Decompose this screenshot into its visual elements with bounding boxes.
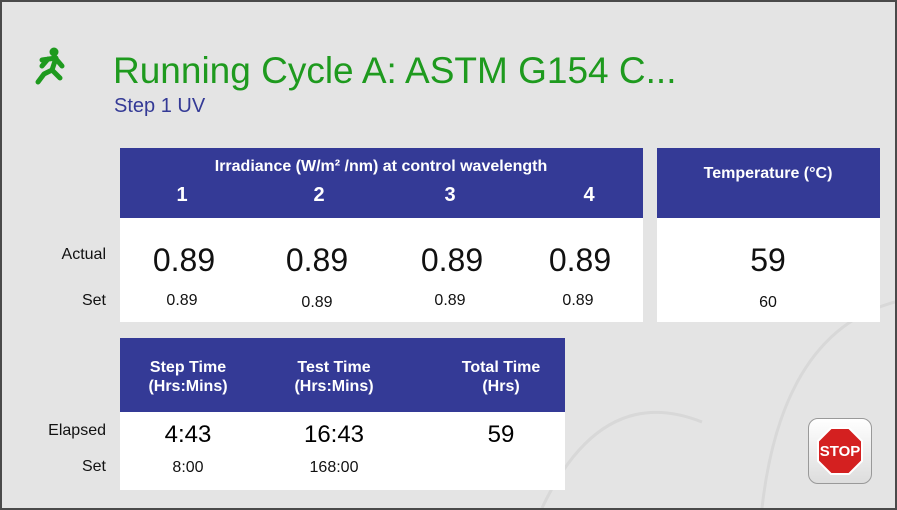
- column-unit: (Hrs:Mins): [294, 378, 374, 395]
- temperature-panel: Temperature (°C) 59 60: [657, 148, 880, 322]
- set-value: 0.89: [166, 292, 198, 309]
- column-header: 2: [313, 184, 325, 206]
- actual-value: 0.89: [548, 242, 612, 278]
- stop-label: STOP: [819, 443, 861, 460]
- title: Running Cycle A: ASTM G154 C...: [113, 50, 677, 91]
- subtitle: Step 1 UV: [114, 95, 206, 117]
- header-text: Test Time (Hrs:Mins): [294, 358, 373, 396]
- set-value: 0.89: [301, 294, 333, 311]
- row-label: Actual: [61, 246, 106, 263]
- panel-header: Step Time (Hrs:Mins) Test Time (Hrs:Mins) …: [120, 338, 565, 412]
- header-text: Total Time (Hrs): [462, 358, 541, 396]
- header-text: Step Time (Hrs:Mins): [148, 358, 227, 396]
- column-unit: (Hrs:Mins): [148, 378, 228, 395]
- stop-sign: [817, 427, 863, 475]
- column-unit: (Hrs): [482, 378, 520, 395]
- elapsed-value: 59: [487, 421, 515, 448]
- set-value: 0.89: [562, 292, 594, 309]
- actual-value: 0.89: [152, 242, 216, 278]
- column-header: 1: [176, 184, 188, 206]
- set-value: 168:00: [309, 459, 359, 476]
- set-value: 60: [759, 294, 777, 311]
- set-value: 0.89: [434, 292, 466, 309]
- panel-header: Irradiance (W/m² /nm) at control wavelen…: [120, 148, 643, 218]
- elapsed-value: 16:43: [303, 421, 365, 448]
- running-icon: [35, 47, 65, 85]
- row-label: Set: [81, 458, 106, 475]
- column-header: 4: [583, 184, 595, 206]
- actual-value: 0.89: [420, 242, 484, 278]
- column-header: 3: [444, 184, 456, 206]
- irradiance-panel: Irradiance (W/m² /nm) at control wavelen…: [120, 148, 643, 322]
- header-text: Temperature (°C): [703, 165, 833, 182]
- row-label: Elapsed: [48, 422, 106, 439]
- stop-button[interactable]: STOP: [808, 418, 872, 484]
- column-title: Total Time: [461, 359, 541, 376]
- actual-value: 0.89: [285, 242, 349, 278]
- header-text: Irradiance (W/m² /nm) at control wavelen…: [214, 158, 548, 175]
- time-panel: Step Time (Hrs:Mins) Test Time (Hrs:Mins) …: [120, 338, 565, 490]
- elapsed-value: 4:43: [164, 421, 212, 448]
- panel-header: Temperature (°C): [657, 148, 880, 218]
- actual-value: 59: [750, 242, 786, 278]
- set-value: 8:00: [172, 459, 204, 476]
- column-title: Step Time: [149, 359, 227, 376]
- row-label: Set: [81, 292, 106, 309]
- column-title: Test Time: [297, 359, 371, 376]
